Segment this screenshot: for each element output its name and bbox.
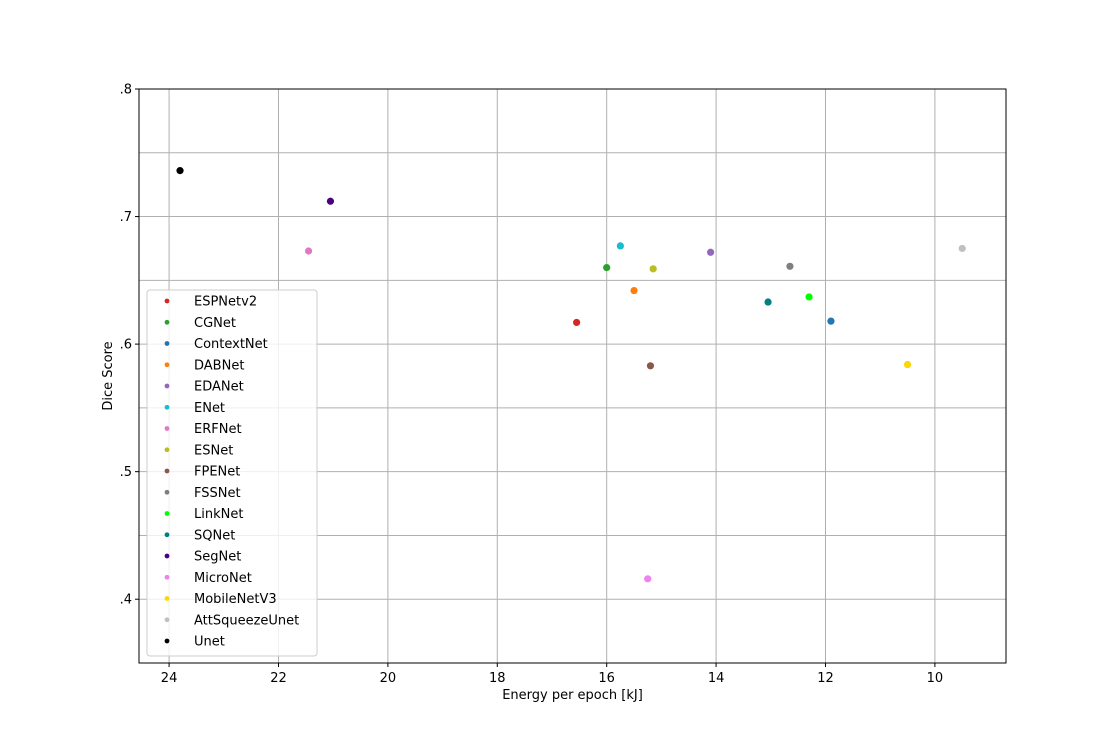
data-point xyxy=(903,360,912,369)
ticks-layer: 24 22 20 18 16 14 12 10 .4 .5 .6 .7 .8 xyxy=(120,83,944,687)
legend-marker xyxy=(164,532,170,538)
data-point xyxy=(573,318,581,327)
x-tick-label: 22 xyxy=(270,671,287,686)
data-point xyxy=(304,247,313,255)
x-tick-label: 14 xyxy=(708,671,725,686)
legend-label: ESPNetv2 xyxy=(194,295,257,310)
points-layer xyxy=(176,167,966,583)
legend-marker xyxy=(164,404,170,410)
data-point xyxy=(805,293,813,301)
legend-label: ERFNet xyxy=(194,422,242,437)
data-point xyxy=(176,167,184,175)
legend-label: LinkNet xyxy=(194,507,243,522)
y-tick-label: .6 xyxy=(120,338,132,353)
legend-label: MobileNetV3 xyxy=(194,592,277,607)
legend-marker xyxy=(164,341,170,346)
x-tick-label: 20 xyxy=(380,671,397,686)
legend-marker xyxy=(164,447,170,453)
x-tick-label: 24 xyxy=(161,671,178,686)
y-axis-title: Dice Score xyxy=(101,341,116,410)
x-tick-label: 16 xyxy=(598,671,615,686)
legend-label: EDANet xyxy=(194,380,244,395)
y-tick-label: .7 xyxy=(120,210,132,225)
y-tick-label: .8 xyxy=(120,83,132,98)
legend-marker xyxy=(164,617,170,623)
legend-marker xyxy=(164,511,170,516)
legend-marker xyxy=(164,298,170,304)
legend-marker xyxy=(164,383,170,389)
y-tick-label: .4 xyxy=(120,593,132,608)
data-point xyxy=(764,298,772,306)
legend-label: ESNet xyxy=(194,443,233,458)
legend-label: Unet xyxy=(194,635,225,650)
y-tick-label: .5 xyxy=(120,465,132,480)
legend-marker xyxy=(164,596,170,601)
x-tick-label: 18 xyxy=(489,671,506,686)
data-point xyxy=(649,265,657,273)
data-point xyxy=(827,317,835,325)
data-point xyxy=(646,362,655,370)
data-point xyxy=(603,263,611,272)
legend-label: SQNet xyxy=(194,528,235,543)
legend-items: ESPNetv2 CGNet ContextNet DABNet EDANet ENet E… xyxy=(164,295,299,650)
data-point xyxy=(616,242,624,250)
legend-marker xyxy=(164,553,170,559)
legend-label: DABNet xyxy=(194,358,244,373)
legend-marker xyxy=(164,489,170,495)
legend-box xyxy=(146,289,318,657)
data-point xyxy=(644,575,652,583)
legend-label: FSSNet xyxy=(194,486,241,501)
legend-marker xyxy=(164,362,170,368)
legend-label: SegNet xyxy=(194,550,241,565)
legend-marker xyxy=(164,468,170,474)
x-tick-label: 12 xyxy=(817,671,834,686)
data-point xyxy=(786,262,794,270)
legend-label: AttSqueezeUnet xyxy=(194,613,299,628)
legend-label: CGNet xyxy=(194,316,236,331)
data-point xyxy=(630,286,638,295)
x-tick-label: 10 xyxy=(927,671,944,686)
data-point xyxy=(326,197,335,205)
data-point xyxy=(707,248,715,256)
plot-frame xyxy=(138,88,1007,664)
legend-label: FPENet xyxy=(194,465,240,480)
x-axis-title: Energy per epoch [kJ] xyxy=(502,688,643,703)
legend-marker xyxy=(164,638,170,644)
legend-marker xyxy=(164,319,170,325)
legend: ESPNetv2 CGNet ContextNet DABNet EDANet ENet E… xyxy=(146,289,318,657)
data-point xyxy=(958,244,966,253)
legend-marker xyxy=(164,426,170,431)
legend-label: MicroNet xyxy=(194,571,252,586)
legend-marker xyxy=(164,574,170,580)
legend-label: ContextNet xyxy=(194,337,268,352)
legend-label: ENet xyxy=(194,401,225,416)
